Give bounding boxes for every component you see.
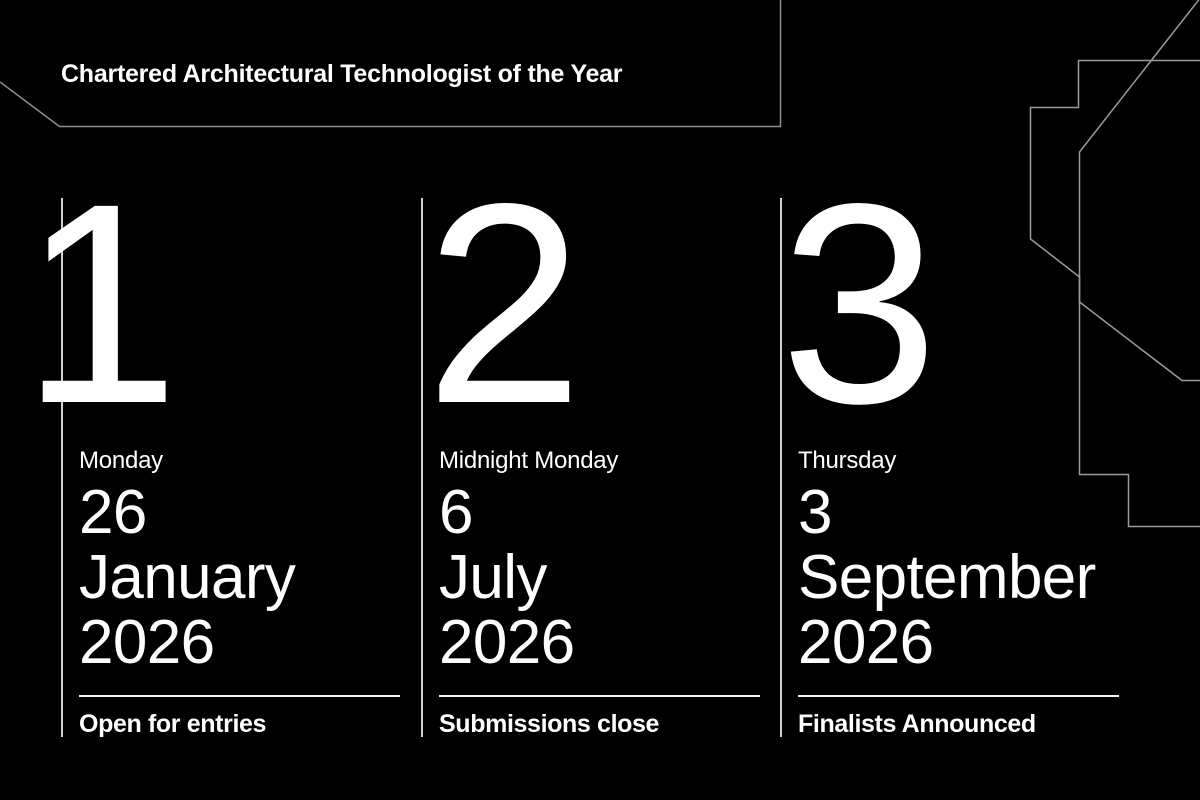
- milestone-3: 3 Thursday 3 September 2026 Finalists An…: [780, 162, 1140, 770]
- milestone-day: Thursday: [798, 447, 897, 474]
- page-title: Chartered Architectural Technologist of …: [61, 60, 623, 88]
- date-day: 26: [79, 478, 147, 547]
- milestone-day: Midnight Monday: [439, 447, 619, 474]
- date-year: 2026: [79, 608, 215, 677]
- date-month: July: [439, 543, 547, 612]
- milestone-date: 26 January 2026: [79, 478, 296, 677]
- milestone-date: 3 September 2026: [798, 480, 1096, 675]
- column-divider-line: [421, 198, 423, 737]
- logo-outline-inner: [1029, 59, 1200, 382]
- date-month: September: [798, 543, 1096, 612]
- milestone-date: 6 July 2026: [439, 478, 575, 677]
- aperture-logo-icon: [1029, 0, 1200, 528]
- milestone-number: 3: [780, 145, 939, 463]
- milestone-2: 2 Midnight Monday 6 July 2026 Submission…: [421, 162, 781, 770]
- milestone-day: Monday: [79, 447, 163, 474]
- date-day: 3: [798, 478, 832, 547]
- date-month: January: [79, 543, 296, 612]
- title-frame-outline: [0, 0, 782, 128]
- date-day: 6: [439, 478, 473, 547]
- milestone-label: Open for entries: [79, 710, 267, 738]
- divider-rule: [439, 695, 760, 697]
- date-year: 2026: [439, 608, 575, 677]
- milestone-label: Finalists Announced: [798, 710, 1036, 738]
- logo-outline-outer: [1078, 0, 1200, 528]
- milestone-number: 2: [425, 145, 584, 463]
- divider-rule: [79, 695, 400, 697]
- column-divider-line: [780, 198, 782, 737]
- date-year: 2026: [798, 608, 934, 677]
- milestone-1: 1 Monday 26 January 2026 Open for entrie…: [21, 162, 421, 770]
- divider-rule: [798, 695, 1119, 697]
- milestone-number: 1: [21, 145, 180, 463]
- milestone-label: Submissions close: [439, 710, 660, 738]
- column-divider-line: [61, 198, 63, 737]
